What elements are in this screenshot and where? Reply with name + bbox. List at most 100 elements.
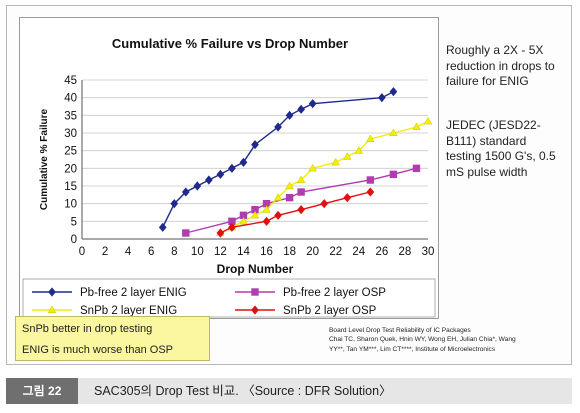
- legend-entry: SnPb 2 layer ENIG: [80, 305, 177, 317]
- data-point-series-1: [228, 163, 236, 173]
- conclusion-box: SnPb better in drop testing ENIG is much…: [15, 316, 210, 361]
- data-point-series-3: [285, 181, 294, 190]
- legend-marker: [251, 288, 259, 296]
- y-tick-label: 30: [64, 128, 77, 140]
- data-point-series-3: [412, 122, 421, 131]
- chart-panel: Cumulative % Failure vs Drop Number 0 5 10 1…: [19, 17, 439, 319]
- data-point-series-4: [343, 193, 352, 203]
- x-tick-label: 22: [329, 246, 342, 258]
- reduction-note-line: failure for ENIG: [446, 74, 529, 88]
- data-point-series-2: [412, 164, 421, 173]
- citation-line: Chai TC, Sharon Quek, Hnin WY, Wong EH, …: [329, 336, 516, 344]
- x-axis-label: Drop Number: [217, 262, 294, 276]
- x-tick-label: 18: [283, 246, 296, 258]
- x-tick-label: 2: [102, 246, 108, 258]
- data-point-series-1: [193, 181, 202, 191]
- data-point-series-3: [250, 210, 260, 219]
- data-point-series-2: [182, 229, 190, 237]
- x-tick-label: 16: [260, 246, 273, 258]
- x-tick-label: 30: [422, 246, 435, 258]
- data-point-series-4: [216, 228, 225, 238]
- citation-line: Board Level Drop Test Reliability of IC …: [329, 327, 471, 334]
- x-tick-label: 6: [148, 246, 154, 258]
- data-point-series-1: [170, 199, 179, 209]
- data-point-series-1: [274, 122, 282, 132]
- conclusion-line: ENIG is much worse than OSP: [22, 344, 173, 356]
- chart-svg: Cumulative % Failure vs Drop Number 0 5 10 1…: [22, 36, 436, 318]
- legend-marker: [251, 305, 259, 315]
- data-point-series-1: [239, 157, 248, 167]
- legend-marker: [48, 287, 56, 297]
- data-point-series-2: [389, 170, 398, 179]
- y-tick-label: 45: [64, 75, 77, 87]
- citation: Board Level Drop Test Reliability of IC …: [329, 326, 569, 354]
- legend-entry: Pb-free 2 layer OSP: [283, 287, 386, 299]
- conclusion-line: SnPb better in drop testing: [22, 323, 153, 335]
- data-point-series-3: [343, 152, 352, 160]
- jedec-note-line: B111) standard: [446, 133, 527, 148]
- figure-caption: SAC305의 Drop Test 비교. 〈Source : DFR Solu…: [94, 384, 392, 398]
- data-point-series-3: [366, 134, 375, 143]
- figure-number-label: 그림 22: [6, 378, 78, 404]
- reduction-note-line: Roughly a 2X - 5X: [446, 43, 544, 57]
- reduction-note-line: reduction in drops to: [446, 58, 555, 73]
- data-point-series-4: [228, 222, 236, 232]
- legend-entry: SnPb 2 layer OSP: [283, 305, 377, 317]
- legend-marker: [47, 305, 57, 314]
- y-tick-label: 5: [71, 216, 77, 228]
- series-line-4: [220, 191, 371, 234]
- data-point-series-3: [273, 193, 283, 201]
- y-tick-label: 15: [64, 181, 77, 193]
- y-tick-label: 10: [64, 199, 77, 211]
- data-point-series-3: [331, 157, 340, 166]
- data-point-series-4: [320, 199, 329, 209]
- x-tick-label: 0: [79, 246, 85, 258]
- y-tick-label: 20: [64, 163, 77, 175]
- data-point-series-1: [297, 104, 305, 114]
- data-point-series-3: [423, 116, 433, 125]
- data-point-series-3: [296, 175, 306, 184]
- data-point-series-1: [216, 169, 225, 179]
- data-point-series-4: [297, 205, 305, 215]
- chart-title: Cumulative % Failure vs Drop Number: [112, 36, 348, 51]
- caption-bar: 그림 22 SAC305의 Drop Test 비교. 〈Source : DF…: [6, 378, 572, 404]
- data-point-series-1: [378, 93, 386, 103]
- data-point-series-3: [354, 146, 364, 154]
- x-tick-label: 28: [399, 246, 412, 258]
- jedec-note-line: JEDEC (JESD22-: [446, 118, 541, 132]
- data-point-series-1: [205, 175, 213, 185]
- jedec-note: JEDEC (JESD22- B111) standard testing 15…: [446, 118, 571, 180]
- x-tick-label: 8: [171, 246, 177, 258]
- data-point-series-1: [158, 222, 167, 232]
- y-tick-label: 25: [64, 146, 77, 158]
- x-tick-label: 24: [352, 246, 365, 258]
- data-point-series-1: [251, 140, 259, 150]
- figure-frame: Cumulative % Failure vs Drop Number 0 5 10 1…: [6, 5, 572, 365]
- data-point-series-3: [389, 128, 398, 137]
- jedec-note-line: testing 1500 G's, 0.5: [446, 149, 556, 163]
- reduction-note: Roughly a 2X - 5X reduction in drops to …: [446, 43, 571, 90]
- data-point-series-1: [181, 187, 190, 197]
- series-line-3: [220, 120, 429, 234]
- data-point-series-2: [297, 188, 305, 196]
- data-point-series-1: [308, 99, 317, 109]
- data-point-series-3: [308, 163, 317, 172]
- data-point-series-1: [389, 87, 398, 97]
- data-point-series-2: [366, 176, 375, 184]
- y-tick-label: 35: [64, 110, 77, 122]
- x-tick-label: 26: [375, 246, 388, 258]
- x-tick-label: 12: [214, 246, 227, 258]
- data-point-series-4: [274, 210, 282, 220]
- x-tick-label: 10: [191, 246, 204, 258]
- x-tick-label: 20: [306, 246, 319, 258]
- legend-entry: Pb-free 2 layer ENIG: [80, 287, 187, 299]
- y-axis-label: Cumulative % Failure: [39, 108, 50, 210]
- x-tick-label: 14: [237, 246, 250, 258]
- jedec-note-line: mS pulse width: [446, 164, 528, 179]
- data-point-series-2: [285, 193, 294, 202]
- y-tick-label: 40: [64, 93, 77, 105]
- data-point-series-4: [366, 187, 375, 197]
- legend-box: [22, 278, 436, 318]
- data-point-series-1: [285, 110, 294, 120]
- y-tick-label: 0: [71, 234, 77, 246]
